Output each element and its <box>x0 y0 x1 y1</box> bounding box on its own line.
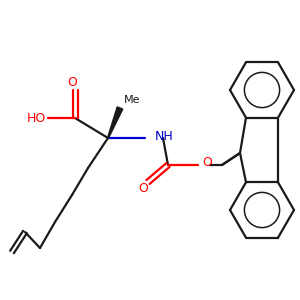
Text: HO: HO <box>26 112 46 124</box>
Text: Me: Me <box>124 95 140 105</box>
Text: O: O <box>67 76 77 89</box>
Text: NH: NH <box>155 130 174 142</box>
Polygon shape <box>107 107 123 138</box>
Text: O: O <box>202 155 212 169</box>
Text: O: O <box>138 182 148 196</box>
